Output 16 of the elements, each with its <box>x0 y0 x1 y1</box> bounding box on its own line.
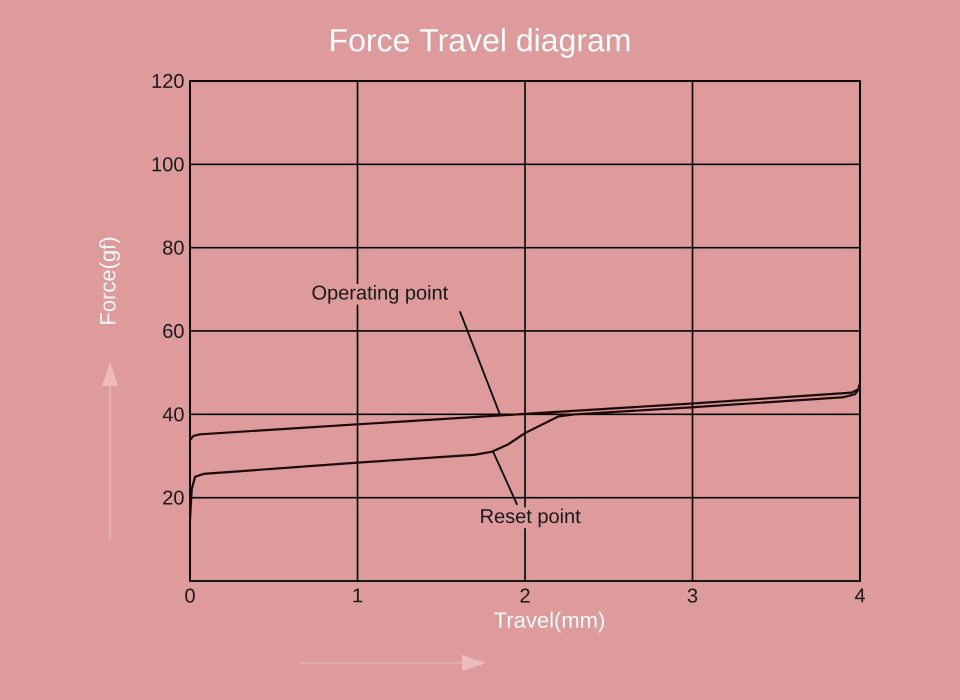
chart-title: Force Travel diagram <box>331 28 630 58</box>
x-axis-title: Travel(mm) <box>494 612 604 632</box>
x-tick-label: 1 <box>353 588 362 602</box>
y-tick-label: 100 <box>152 157 184 172</box>
x-tick-label: 4 <box>854 588 865 602</box>
y-tick-label: 80 <box>163 240 184 255</box>
y-tick-label: 120 <box>152 74 184 88</box>
x-tick-label: 3 <box>688 588 698 603</box>
annotation: Operating point <box>312 285 448 304</box>
x-tick-label: 0 <box>185 588 195 603</box>
y-tick-label: 20 <box>163 490 184 505</box>
y-axis-title: Force(gf) <box>99 238 120 324</box>
y-tick-label: 60 <box>163 324 184 338</box>
y-tick-label: 40 <box>162 407 184 422</box>
x-tick-label: 2 <box>520 588 530 602</box>
annotation: Reset point <box>481 508 581 528</box>
